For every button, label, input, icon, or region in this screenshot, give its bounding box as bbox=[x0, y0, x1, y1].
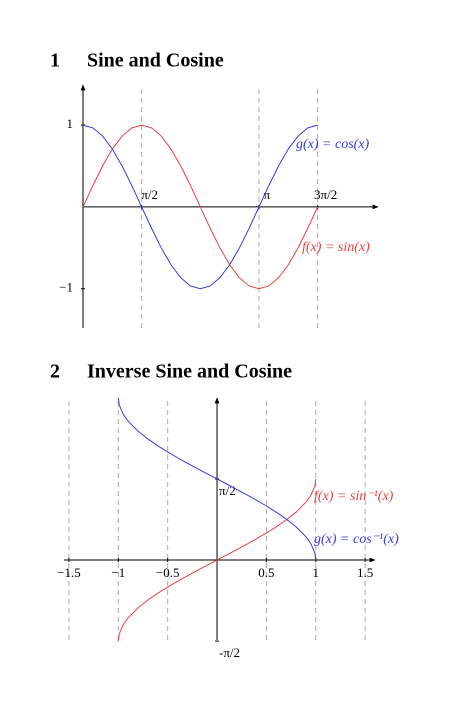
line-series bbox=[82, 124, 318, 290]
series-label: g(x) = cos(x) bbox=[296, 137, 370, 152]
x-tick-label: 1 bbox=[313, 565, 320, 580]
section-title: Inverse Sine and Cosine bbox=[87, 361, 292, 383]
line-series bbox=[82, 124, 319, 290]
x-tick-label: −0.5 bbox=[156, 565, 180, 580]
x-tick-label: −1 bbox=[111, 565, 125, 580]
x-tick-label: π bbox=[264, 187, 271, 202]
y-tick-label: -π/2 bbox=[219, 645, 240, 660]
line-series bbox=[117, 478, 317, 642]
y-tick-label: −1 bbox=[59, 280, 73, 295]
x-tick-label: π/2 bbox=[141, 187, 158, 202]
series-label: f(x) = sin(x) bbox=[302, 240, 370, 255]
series-label: g(x) = cos⁻¹(x) bbox=[314, 532, 399, 547]
y-tick-label: π/2 bbox=[219, 483, 236, 498]
x-tick-label: 0.5 bbox=[258, 565, 274, 580]
section-number: 2 bbox=[50, 361, 60, 383]
y-tick-label: 1 bbox=[67, 116, 74, 131]
section-title: Sine and Cosine bbox=[87, 50, 224, 72]
line-series bbox=[117, 397, 317, 561]
section-number: 1 bbox=[50, 50, 60, 72]
series-label: f(x) = sin⁻¹(x) bbox=[314, 489, 394, 504]
x-tick-label: 1.5 bbox=[357, 565, 373, 580]
x-tick-label: 3π/2 bbox=[314, 187, 337, 202]
x-tick-label: −1.5 bbox=[57, 565, 81, 580]
